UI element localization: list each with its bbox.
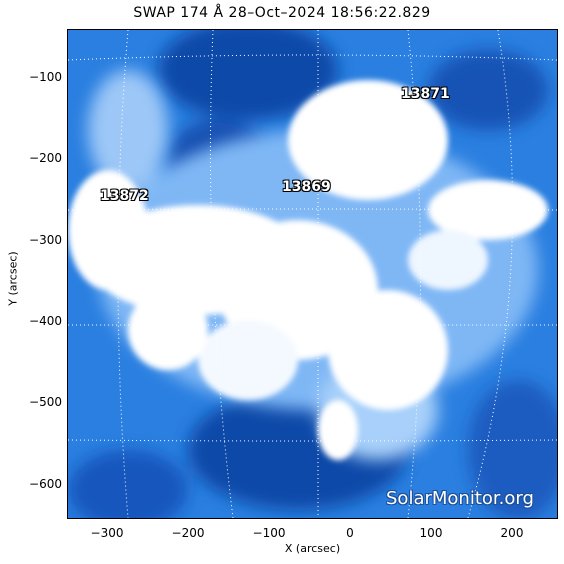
y-tick-label: −600 <box>29 477 62 491</box>
y-tick-label: −300 <box>29 233 62 247</box>
y-axis-label: Y (arcsec) <box>6 251 20 306</box>
bright-regions <box>68 80 548 460</box>
y-tick-label: −100 <box>29 70 62 84</box>
watermark: SolarMonitor.org <box>386 488 534 509</box>
x-tick-label: −300 <box>90 526 124 540</box>
y-tick-label: −200 <box>29 151 62 165</box>
x-tick-label: 200 <box>500 526 524 540</box>
x-tick-label: 100 <box>419 526 443 540</box>
x-tick-label: 0 <box>346 526 354 540</box>
image-title: SWAP 174 Å 28–Oct–2024 18:56:22.829 <box>133 5 431 21</box>
x-tick-label: −100 <box>252 526 286 540</box>
x-tick-label: −200 <box>171 526 205 540</box>
region-label-13872: 13872 <box>100 188 149 204</box>
y-tick-label: −500 <box>29 395 62 409</box>
y-tick-label: −400 <box>29 314 62 328</box>
solar-image <box>67 29 558 519</box>
region-label-13871: 13871 <box>401 86 450 102</box>
region-label-13869: 13869 <box>282 179 331 195</box>
euv-image <box>68 30 557 518</box>
x-axis-label: X (arcsec) <box>284 542 341 555</box>
coordinate-grid <box>68 30 557 518</box>
